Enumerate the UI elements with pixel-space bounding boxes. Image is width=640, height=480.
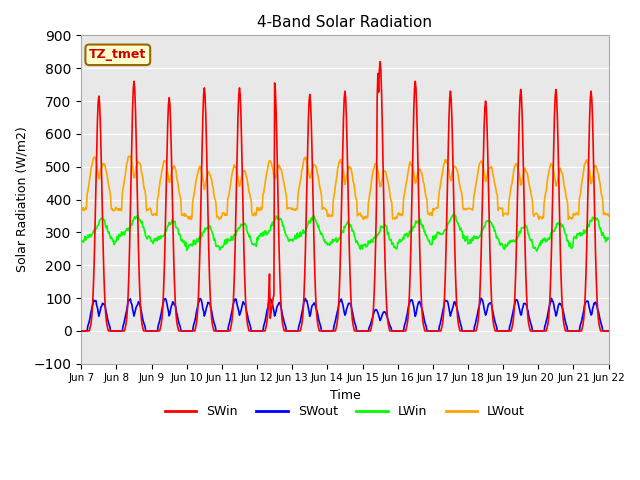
- LWout: [442, 156, 449, 162]
- X-axis label: Time: Time: [330, 389, 360, 402]
- LWout: [558, 169, 566, 175]
- LWin: [216, 247, 223, 253]
- SWin: [77, 328, 85, 334]
- Line: LWin: LWin: [81, 215, 609, 251]
- Line: LWout: LWout: [81, 156, 609, 219]
- SWin: [557, 273, 565, 278]
- LWout: [338, 160, 346, 166]
- LWout: [390, 215, 397, 221]
- SWout: [193, 307, 201, 312]
- LWin: [193, 236, 201, 241]
- LWout: [195, 168, 202, 173]
- SWin: [441, 293, 449, 299]
- SWout: [77, 328, 85, 334]
- LWin: [337, 232, 344, 238]
- SWout: [477, 295, 485, 301]
- LWin: [533, 248, 541, 254]
- LWout: [77, 205, 85, 211]
- Line: SWout: SWout: [81, 298, 609, 331]
- LWout: [125, 153, 132, 159]
- SWout: [605, 328, 612, 334]
- LWin: [440, 228, 447, 234]
- SWin: [337, 247, 344, 252]
- LWin: [388, 241, 396, 247]
- SWin: [376, 59, 384, 64]
- LWout: [188, 216, 195, 222]
- Y-axis label: Solar Radiation (W/m2): Solar Radiation (W/m2): [15, 127, 28, 273]
- SWout: [557, 302, 565, 308]
- LWin: [449, 212, 457, 217]
- SWin: [193, 316, 201, 322]
- SWin: [605, 328, 612, 334]
- SWout: [337, 298, 344, 304]
- SWout: [216, 328, 223, 334]
- LWin: [77, 238, 85, 243]
- SWout: [388, 328, 396, 334]
- Text: TZ_tmet: TZ_tmet: [89, 48, 147, 61]
- Title: 4-Band Solar Radiation: 4-Band Solar Radiation: [257, 15, 433, 30]
- LWin: [558, 224, 566, 230]
- SWin: [216, 328, 223, 334]
- Legend: SWin, SWout, LWin, LWout: SWin, SWout, LWin, LWout: [160, 400, 530, 423]
- LWout: [218, 215, 225, 221]
- SWin: [388, 328, 396, 334]
- LWin: [605, 236, 612, 241]
- Line: SWin: SWin: [81, 61, 609, 331]
- SWout: [440, 303, 447, 309]
- LWout: [605, 213, 612, 219]
